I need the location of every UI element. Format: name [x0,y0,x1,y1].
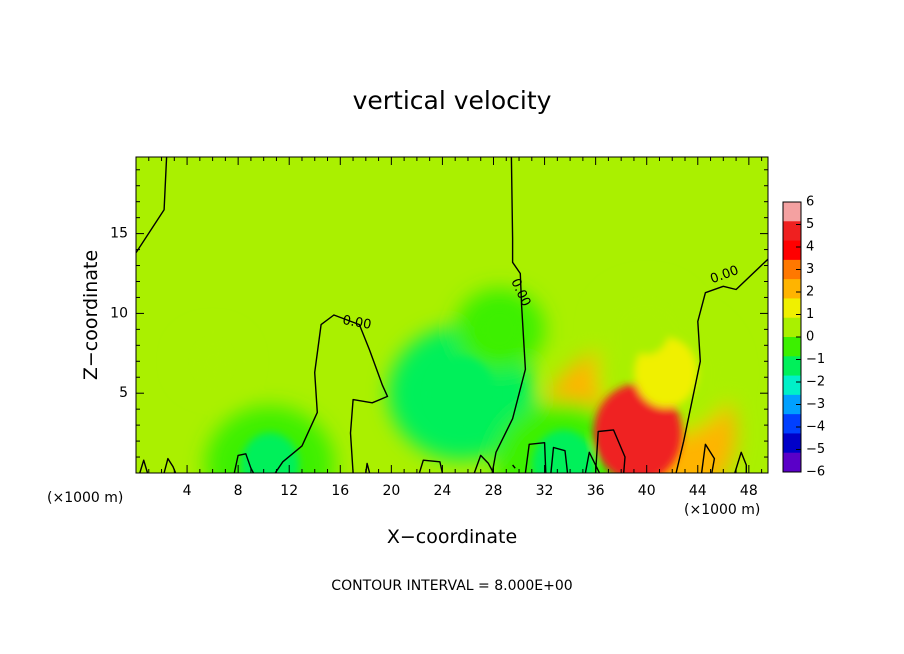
colorbar-tick-label-5: 1 [806,307,814,322]
zero-contour-7 [473,454,495,473]
plot-frame [135,156,769,474]
colorbar-swatch-5 [783,298,801,319]
x-tick-label-48: 48 [740,483,758,499]
zero-contour-14 [675,258,768,473]
x-tick-label-4: 4 [183,483,192,499]
zero-contour-11 [550,446,569,473]
colorbar-swatch-11 [783,414,801,434]
zero-contour-13 [594,429,626,473]
colorbar-tick-label-11: −5 [806,442,825,457]
y-tick-label-10: 10 [110,305,128,321]
zero-contour-15 [700,443,716,473]
x-unit-label-right: (×1000 m) [684,502,761,518]
colorbar-tick-label-12: −6 [806,465,825,480]
colorbar-swatch-9 [783,375,801,396]
y-axis: 5 10 15 [110,169,768,458]
field-core-2 [623,304,670,355]
zero-contours [136,157,768,473]
field-core-6 [532,429,596,473]
field-cores [197,304,698,473]
x-axis: 4 8 12 16 20 24 28 32 36 40 44 48 [148,157,763,499]
x-unit-label-left: (×1000 m) [47,490,124,506]
contour-label-0: 0.00 [341,313,372,333]
x-tick-label-36: 36 [587,483,605,499]
x-tick-label-28: 28 [485,483,503,499]
zero-contour-3 [233,453,255,473]
colorbar-swatch-8 [783,356,801,377]
zero-contour-1 [139,459,149,473]
y-tick-label-5: 5 [119,385,128,401]
field-core-4 [479,306,521,352]
zero-contour-10 [524,442,547,473]
x-tick-label-44: 44 [689,483,707,499]
colorbar-tick-label-9: −3 [806,397,825,412]
zero-contour-6 [418,459,444,473]
colorbar-swatch-1 [783,221,801,242]
colorbar-tick-label-2: 4 [806,240,814,255]
x-tick-label-16: 16 [331,483,349,499]
colorbar-tick-label-3: 3 [806,262,814,277]
x-axis-label: X−coordinate [386,526,518,548]
colorbar-swatch-12 [783,433,801,454]
zero-contour-0 [136,157,168,254]
x-tick-label-20: 20 [382,483,400,499]
x-tick-label-8: 8 [234,483,243,499]
colorbar-swatch-13 [783,452,801,473]
contour-interval-note: CONTOUR INTERVAL = 8.000E+00 [331,578,573,594]
colorbar-swatch-10 [783,394,801,415]
field-core-1 [634,337,698,408]
velocity-field [136,157,768,473]
colorbar-tick-label-6: 0 [806,330,814,345]
colorbar-swatch-0 [783,202,801,222]
field-core-5 [240,432,300,473]
y-tick-label-15: 15 [110,226,128,242]
zero-contour-8 [512,464,516,469]
colorbar-tick-label-10: −4 [806,420,825,435]
field-core-7 [197,344,228,379]
colorbar-swatch-3 [783,259,801,280]
colorbar-swatch-2 [783,240,801,261]
x-tick-label-32: 32 [536,483,554,499]
chart-title: vertical velocity [352,86,552,115]
colorbar-swatch-4 [783,279,801,299]
zero-contour-9 [491,157,527,473]
colorbar-tick-label-8: −2 [806,375,825,390]
colorbar-tick-label-7: −1 [806,352,825,367]
x-tick-label-24: 24 [434,483,452,499]
zero-contour-4 [274,314,389,473]
colorbar-swatch-6 [783,317,801,338]
x-tick-label-40: 40 [638,483,656,499]
colorbar-tick-label-0: 6 [806,195,814,210]
colorbar-tick-label-1: 5 [806,217,814,232]
colorbar-tick-label-4: 2 [806,285,814,300]
colorbar: 6 5 4 3 2 1 0 −1 −2 −3 −4 −5 −6 [782,195,825,480]
colorbar-swatch-7 [783,337,801,357]
field-core-3 [428,356,495,430]
zero-contour-16 [734,451,747,473]
x-tick-label-12: 12 [280,483,298,499]
